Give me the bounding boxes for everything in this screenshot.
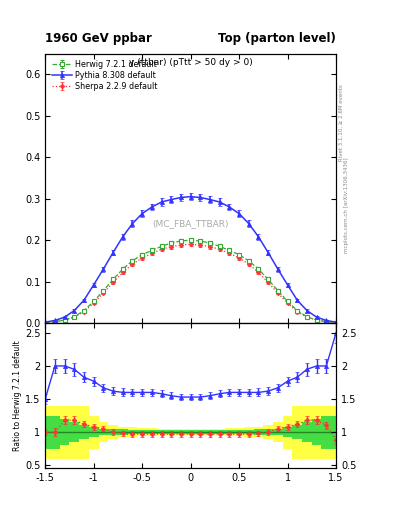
Text: y (ttbar) (pTtt > 50 dy > 0): y (ttbar) (pTtt > 50 dy > 0) xyxy=(129,58,252,67)
Text: mcplots.cern.ch [arXiv:1306.3436]: mcplots.cern.ch [arXiv:1306.3436] xyxy=(344,157,349,252)
Text: 1960 GeV ppbar: 1960 GeV ppbar xyxy=(45,32,152,45)
Y-axis label: Ratio to Herwig 7.2.1 default: Ratio to Herwig 7.2.1 default xyxy=(13,340,22,451)
Legend: Herwig 7.2.1 default, Pythia 8.308 default, Sherpa 2.2.9 default: Herwig 7.2.1 default, Pythia 8.308 defau… xyxy=(49,58,160,94)
Text: Top (parton level): Top (parton level) xyxy=(218,32,336,45)
Text: Rivet 3.1.10, ≥ 2.6M events: Rivet 3.1.10, ≥ 2.6M events xyxy=(339,84,344,161)
Text: (MC_FBA_TTBAR): (MC_FBA_TTBAR) xyxy=(152,219,229,228)
